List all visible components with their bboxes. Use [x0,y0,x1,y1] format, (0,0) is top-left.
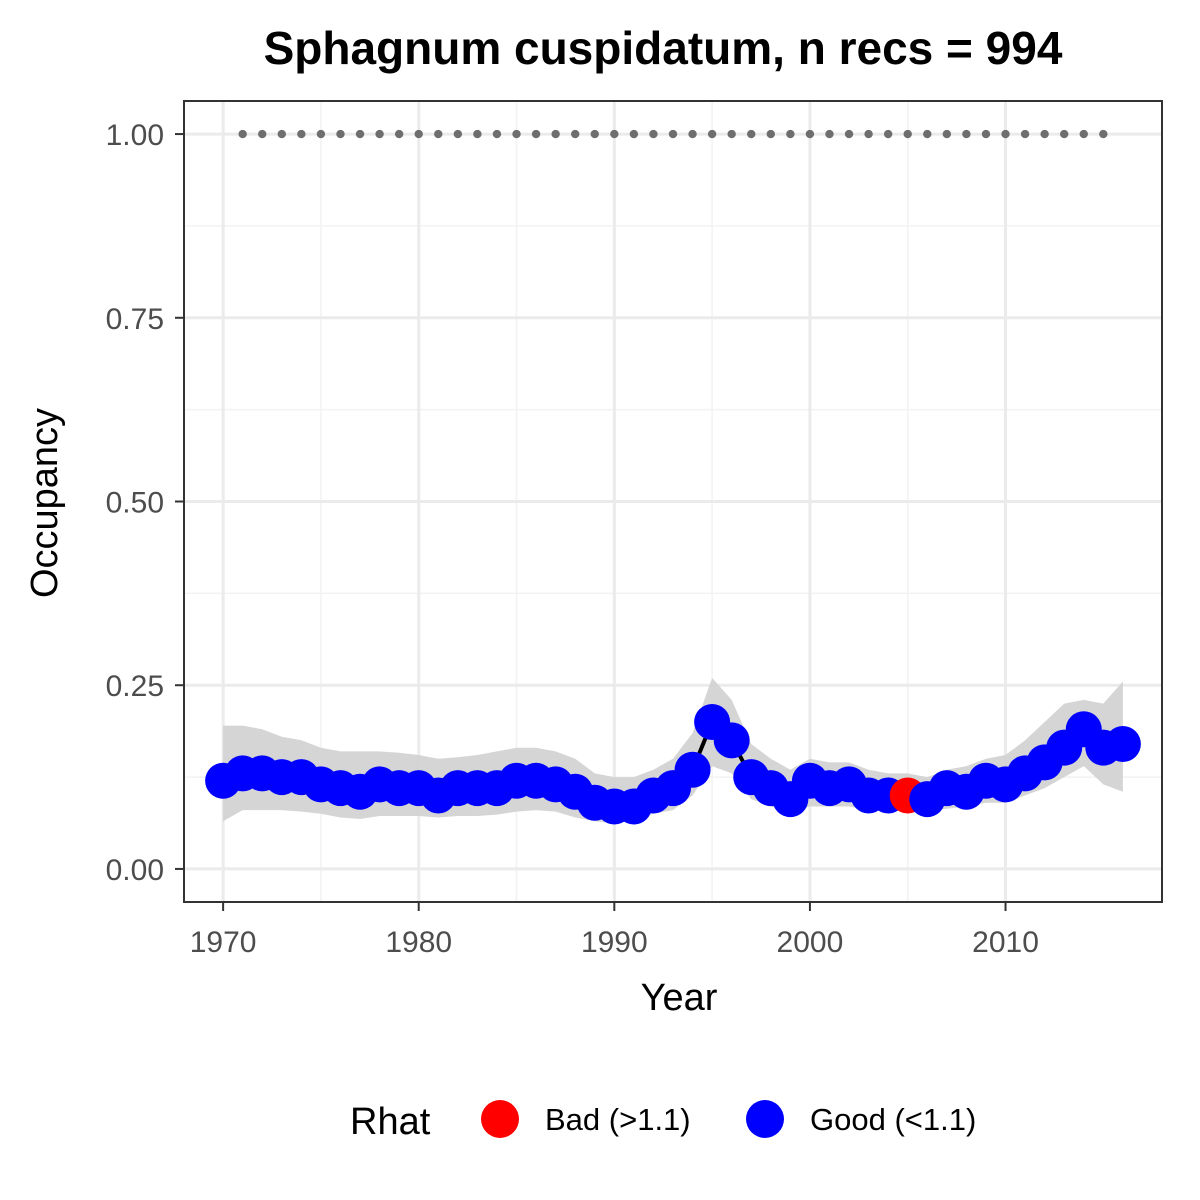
reference-point [355,129,365,139]
reference-point [629,129,639,139]
y-tick-label: 1.00 [106,119,164,152]
legend-title: Rhat [350,1101,431,1143]
reference-point [825,129,834,139]
reference-point [766,129,775,139]
reference-point [1079,129,1088,139]
reference-point [1060,129,1069,139]
reference-point [903,129,912,139]
reference-point [786,129,795,139]
reference-point [531,129,541,139]
reference-point [942,129,952,139]
reference-point [394,129,404,139]
y-tick-label: 0.25 [106,670,164,703]
reference-point [1099,129,1108,139]
chart-title: Sphagnum cuspidatum, n recs = 994 [264,22,1063,74]
reference-point [297,129,306,139]
x-tick-label: 2000 [777,926,844,959]
reference-point [981,129,991,139]
occupancy-point [1104,726,1141,763]
reference-point [414,129,423,139]
reference-point [1001,129,1010,139]
occupancy-point [674,751,711,788]
reference-point [727,129,736,139]
legend-label-good: Good (<1.1) [810,1102,976,1137]
reference-point [453,129,463,139]
reference-point [258,129,267,139]
reference-point [844,129,854,139]
reference-point [551,129,560,139]
reference-point [590,129,599,139]
legend-key-bad [481,1100,519,1138]
reference-point [707,129,717,139]
reference-point [1040,129,1049,139]
legend-label-bad: Bad (>1.1) [545,1102,691,1137]
y-tick-label: 0.50 [106,487,164,520]
occupancy-point [713,722,750,759]
x-axis-title: Year [641,977,718,1019]
reference-point [962,129,971,139]
reference-point [316,129,326,139]
plot-area: 1970 1980 1990 2000 2010 0.00 0.25 0.50 0.75 1.00 [106,100,1163,959]
reference-point [277,129,286,139]
reference-point [473,129,482,139]
y-tick-label: 0.00 [106,854,164,887]
reference-point [864,129,873,139]
reference-point [492,129,502,139]
reference-point [434,129,443,139]
reference-point [1020,129,1030,139]
x-tick-label: 2010 [972,926,1039,959]
reference-point [336,129,345,139]
reference-point [512,129,521,139]
y-axis-title: Occupancy [24,408,66,598]
reference-point [668,129,678,139]
reference-point [238,129,247,139]
reference-point [923,129,932,139]
reference-point [649,129,658,139]
legend: Rhat Bad (>1.1) Good (<1.1) [350,1100,976,1143]
reference-point [883,129,893,139]
reference-point [688,129,697,139]
reference-point [375,129,384,139]
reference-point [571,129,580,139]
x-tick-label: 1970 [190,926,257,959]
x-tick-label: 1980 [385,926,452,959]
legend-key-good [746,1100,784,1138]
reference-point [747,129,756,139]
reference-point [610,129,619,139]
x-tick-label: 1990 [581,926,648,959]
reference-point [805,129,815,139]
y-tick-label: 0.75 [106,303,164,336]
